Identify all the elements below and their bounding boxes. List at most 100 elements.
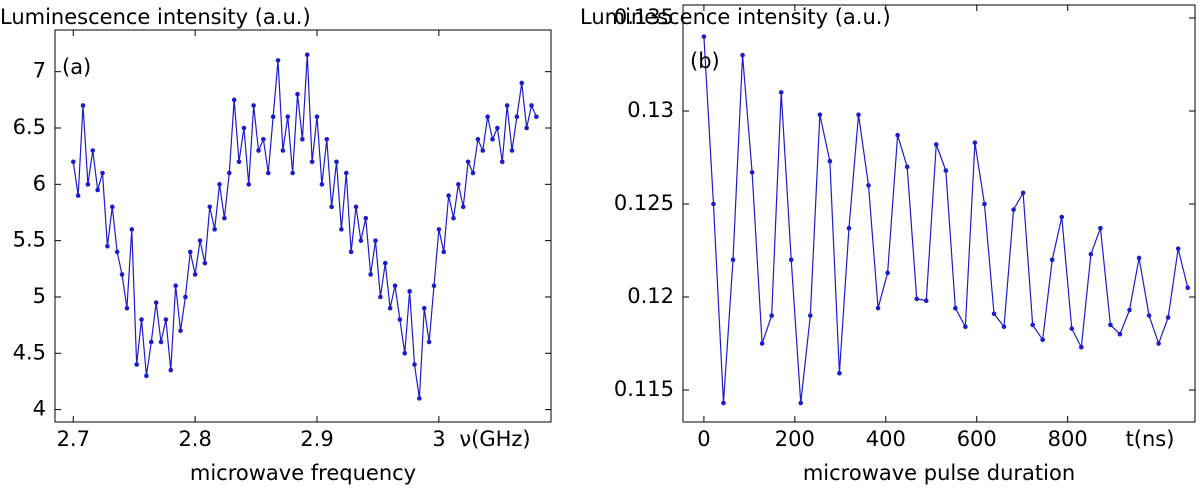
x-tick-label: 0 [697,427,710,451]
data-point [1185,285,1191,291]
data-point [499,159,505,165]
data-point [817,112,823,118]
data-point [339,227,344,232]
x-tick-label: 3 [432,427,445,451]
data-point [1040,337,1045,343]
data-point [943,168,949,173]
data-point [529,103,534,108]
data-point [368,272,373,277]
data-point [798,400,804,406]
data-point [475,136,481,142]
data-point [402,350,408,356]
data-point [207,204,213,210]
data-point [153,300,159,305]
data-point [314,114,320,120]
data-point [109,204,115,210]
x-tick-label: 2.7 [57,427,90,451]
data-point [490,136,495,142]
data-point [446,193,451,198]
data-point [470,170,476,176]
data-point [192,272,198,277]
data-point [407,289,412,294]
data-point [363,215,369,221]
data-point [991,311,997,317]
data-point [1098,225,1103,231]
data-point [212,227,217,232]
data-point [504,103,510,108]
y-tick-label: 0.125 [614,191,674,215]
y-tick-label: 5 [33,284,46,308]
data-point [749,170,755,175]
data-point [866,183,871,188]
data-point [524,125,529,131]
data-point [139,317,144,322]
data-point [319,182,325,187]
data-point [788,257,794,263]
data-point [75,193,81,198]
data-point [178,328,183,334]
x-tick-label: 400 [866,427,906,451]
data-point [105,243,110,249]
data-point [1146,313,1152,318]
data-point [1030,322,1035,328]
data-point [460,204,466,210]
data-point [1059,214,1065,220]
data-point [95,187,100,193]
data-point [923,298,929,304]
data-point [1049,257,1055,263]
data-point [231,97,237,103]
data-point [778,90,784,95]
x-tick-label: 200 [775,427,815,451]
data-point [324,136,330,142]
data-line [72,54,537,399]
data-point [514,114,520,120]
x-axis-title: microwave pulse duration [803,461,1075,485]
x-tick-label: 2.9 [300,427,333,451]
data-point [1020,190,1026,196]
data-point [226,170,232,176]
data-point [431,283,437,289]
data-point [885,270,890,276]
data-point [426,339,432,345]
data-line [703,36,1189,404]
data-point [436,227,442,232]
y-tick-label: 0.135 [614,5,674,29]
data-point [241,125,247,131]
data-point [740,52,745,58]
data-point [90,148,96,153]
data-point [509,148,515,153]
data-point [280,148,286,153]
data-point [480,148,486,153]
data-point [769,313,774,318]
data-point [1011,207,1016,212]
data-point [982,201,987,207]
data-point [222,215,227,221]
data-point [187,249,193,255]
data-point [265,170,271,176]
data-point [373,238,378,243]
data-point [701,34,707,39]
panel-label: (b) [690,49,720,73]
data-point [1156,341,1161,346]
data-point [285,114,291,120]
data-point [334,159,339,165]
data-point [827,158,833,164]
data-point [100,170,105,176]
data-point [256,148,261,153]
data-point [343,170,349,176]
data-point [163,317,169,322]
data-point [963,324,968,330]
y-tick-label: 0.12 [627,284,674,308]
axes-frame [682,4,1196,423]
data-point [183,294,188,300]
data-point [353,204,359,210]
data-point [217,182,222,187]
data-point [397,317,403,322]
data-point [124,305,130,311]
data-point [348,249,354,255]
data-point [914,296,920,302]
data-point [837,370,842,376]
data-point [730,257,736,263]
data-point [441,249,447,255]
